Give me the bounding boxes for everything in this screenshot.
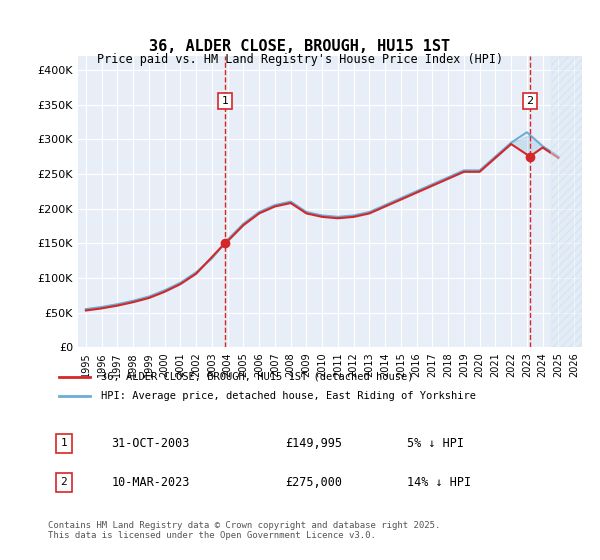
Text: HPI: Average price, detached house, East Riding of Yorkshire: HPI: Average price, detached house, East…: [101, 391, 476, 402]
Text: 36, ALDER CLOSE, BROUGH, HU15 1ST: 36, ALDER CLOSE, BROUGH, HU15 1ST: [149, 39, 451, 54]
Text: 14% ↓ HPI: 14% ↓ HPI: [407, 476, 471, 489]
Text: 1: 1: [221, 96, 229, 106]
Text: 2: 2: [61, 477, 67, 487]
Text: 10-MAR-2023: 10-MAR-2023: [112, 476, 190, 489]
Text: 1: 1: [61, 438, 67, 448]
Text: 31-OCT-2003: 31-OCT-2003: [112, 437, 190, 450]
Text: Contains HM Land Registry data © Crown copyright and database right 2025.
This d: Contains HM Land Registry data © Crown c…: [48, 521, 440, 540]
Text: £275,000: £275,000: [286, 476, 343, 489]
Text: 2: 2: [526, 96, 533, 106]
Text: 36, ALDER CLOSE, BROUGH, HU15 1ST (detached house): 36, ALDER CLOSE, BROUGH, HU15 1ST (detac…: [101, 371, 413, 381]
Text: Price paid vs. HM Land Registry's House Price Index (HPI): Price paid vs. HM Land Registry's House …: [97, 53, 503, 66]
Text: £149,995: £149,995: [286, 437, 343, 450]
Text: 5% ↓ HPI: 5% ↓ HPI: [407, 437, 464, 450]
